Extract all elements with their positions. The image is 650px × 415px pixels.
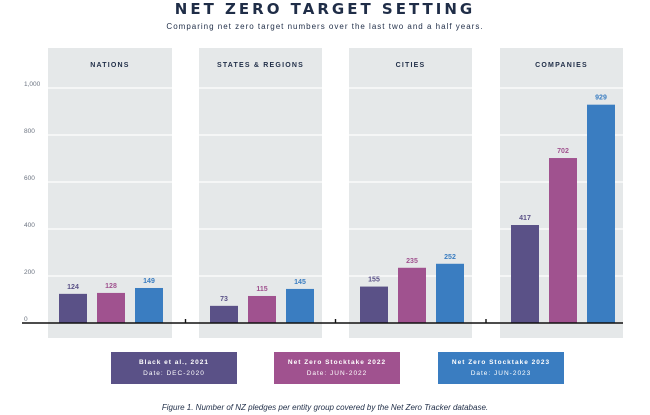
bar: [398, 267, 426, 323]
legend-sublabel: Date: JUN-2022: [306, 370, 368, 377]
bar: [248, 295, 276, 323]
legend-sublabel: Date: JUN-2023: [470, 370, 532, 377]
bar: [360, 286, 388, 323]
y-tick-label: 200: [24, 269, 35, 276]
bar-value-label: 124: [67, 284, 79, 291]
bar-value-label: 417: [519, 215, 531, 222]
category-label: CITIES: [396, 62, 426, 69]
bar: [210, 305, 238, 323]
category-label: COMPANIES: [535, 62, 588, 69]
legend-item-series-1: Black et al., 2021 Date: DEC-2020: [111, 352, 237, 384]
bar: [436, 263, 464, 323]
category-label: NATIONS: [90, 62, 129, 69]
bar-value-label: 73: [220, 296, 228, 303]
y-tick-label: 400: [24, 222, 35, 229]
bar-chart: 0 200 400 600 800 1,000 NATIONS STATES & REGION…: [22, 48, 623, 338]
y-tick-label: 1,000: [24, 81, 41, 88]
bar-value-label: 115: [256, 286, 267, 293]
bar-value-label: 235: [406, 258, 418, 265]
legend-item-series-3: Net Zero Stocktake 2023 Date: JUN-2023: [438, 352, 564, 384]
chart-subtitle: Comparing net zero target numbers over t…: [166, 22, 484, 31]
bar: [587, 104, 615, 323]
y-tick-label: 600: [24, 175, 35, 182]
y-tick-label: 0: [24, 316, 28, 323]
legend-label: Black et al., 2021: [138, 359, 210, 366]
bar-value-label: 252: [444, 254, 456, 261]
bar-value-label: 929: [595, 95, 607, 102]
bar: [59, 293, 87, 323]
bar-value-label: 702: [557, 148, 569, 155]
legend-sublabel: Date: DEC-2020: [143, 370, 205, 377]
bar: [135, 287, 163, 323]
bar: [511, 225, 539, 323]
legend-label: Net Zero Stocktake 2022: [287, 359, 387, 366]
chart-title: NET ZERO TARGET SETTING: [174, 0, 476, 18]
bar: [549, 158, 577, 323]
legend-label: Net Zero Stocktake 2023: [451, 359, 551, 366]
legend-item-series-2: Net Zero Stocktake 2022 Date: JUN-2022: [274, 352, 400, 384]
category-label: STATES & REGIONS: [217, 62, 304, 69]
y-tick-label: 800: [24, 128, 35, 135]
bar: [97, 292, 125, 323]
bar-value-label: 155: [368, 277, 380, 284]
bar-value-label: 145: [294, 279, 306, 286]
bar-value-label: 149: [143, 278, 155, 285]
bar: [286, 288, 314, 323]
figure-caption: Figure 1. Number of NZ pledges per entit…: [161, 403, 489, 412]
bar-value-label: 128: [105, 283, 117, 290]
